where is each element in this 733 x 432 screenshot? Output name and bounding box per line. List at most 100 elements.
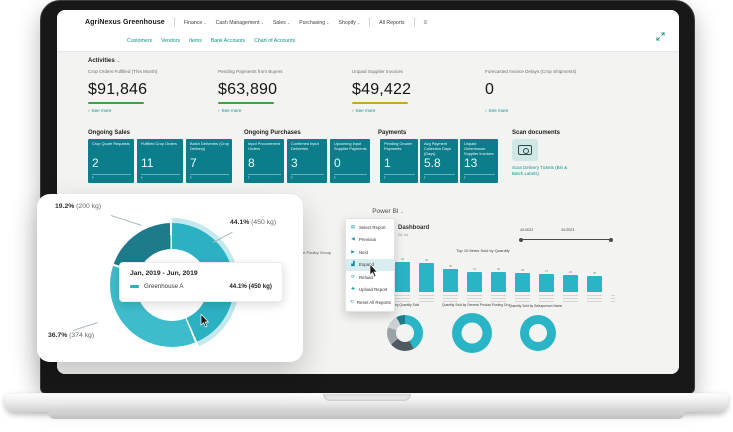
callout-19-2: 19.2% (200 kg) <box>55 203 102 210</box>
chevron-down-icon: ⌄ <box>260 19 264 25</box>
tooltip-title: Jan, 2019 - Jun, 2019 <box>130 270 198 277</box>
bar-chart-title: Top 10 Items Sold by Quantity <box>456 248 510 253</box>
see-more-link[interactable]: › See more <box>352 108 376 113</box>
expand-diagonal-icon[interactable] <box>656 32 665 41</box>
nav-item-shopify[interactable]: Shopify ⌄ <box>338 19 361 26</box>
card-unpaid-greenhouse-supplier-invoices[interactable]: Unpaid Greenhouse Supplier Invoices 13 › <box>460 139 498 183</box>
see-more-link[interactable]: › See more <box>88 108 112 113</box>
mouse-cursor <box>369 264 379 278</box>
bar: 27 <box>539 269 554 292</box>
bar-value-label: 31 <box>472 266 477 271</box>
nav-item-purchasing[interactable]: Purchasing ⌄ <box>299 19 330 26</box>
laptop-base <box>5 393 728 412</box>
nav-item-cash-management[interactable]: Cash Management ⌄ <box>215 19 264 26</box>
donut-hole <box>461 322 483 344</box>
kpi-underline <box>352 102 408 104</box>
bar: 45 <box>419 258 434 292</box>
bar-value-label: 29 <box>520 268 525 273</box>
scan-documents-button[interactable] <box>512 139 538 161</box>
bar: 31 <box>467 267 482 292</box>
menu-item-reset-all-reports[interactable]: ⟲ Reset All Reports <box>350 298 391 305</box>
bar: 25 <box>587 271 602 292</box>
card-upcoming-input-supplier-payments[interactable]: Upcoming Input Supplier Payments 0 › <box>330 139 370 183</box>
sub-nav-items[interactable]: Items <box>189 38 202 44</box>
kpi-underline <box>88 102 144 104</box>
card-crop-quote-requests[interactable]: Crop Quote Requests 2 › <box>88 139 134 183</box>
bar-value-label: 26 <box>568 270 573 274</box>
callout-line <box>72 321 98 331</box>
donut-tooltip: Jan, 2019 - Jun, 2019 Greenhouse A 44.1%… <box>119 262 283 302</box>
card-avg-payment-collection-days[interactable]: Avg Payment Collection Days (Days) 5.8 › <box>420 139 458 183</box>
menu-item-reload[interactable]: ⟳ Reload <box>351 273 373 280</box>
card-batch-deliveries[interactable]: Batch Deliveries (Crop Delivery) 7 › <box>186 139 232 183</box>
nav-item-all-reports[interactable]: All Reports <box>379 19 405 26</box>
chevron-right-icon: › <box>248 174 281 181</box>
bar: 26 <box>563 270 578 292</box>
chevron-right-icon: › <box>464 174 495 181</box>
sub-nav-chart-of-accounts[interactable]: Chart of Accounts <box>254 38 296 44</box>
kpi-pending-payments: Pending Payments from Buyers $63,890 › Se… <box>218 69 344 113</box>
divider <box>369 18 371 27</box>
bar-value-label: 27 <box>544 269 549 274</box>
divider <box>173 18 175 27</box>
sub-nav-vendors[interactable]: Vendors <box>161 38 181 44</box>
kpi-value: $63,890 <box>218 81 278 98</box>
see-more-link[interactable]: › See more <box>485 108 509 113</box>
callout-line <box>110 215 142 226</box>
chevron-right-icon: › <box>88 108 90 113</box>
ongoing-sales-heading: Ongoing Sales <box>88 130 131 136</box>
upload-icon: ✚ <box>351 286 355 292</box>
activities-heading[interactable]: Activities ⌄ <box>88 58 121 64</box>
chevron-right-icon: › <box>141 174 180 181</box>
nav-item-finance[interactable]: Finance ⌄ <box>183 19 207 26</box>
date-range-end: 4/1/2023 <box>561 228 575 232</box>
mini-donut-title-2: Quantity Sold by General Product Posting… <box>442 303 513 307</box>
scan-delivery-tickets-link[interactable]: Scan Delivery Tickets (Bin & Batch Label… <box>512 165 568 176</box>
menu-item-upload-report[interactable]: ✚ Upload Report <box>351 286 388 293</box>
kpi-forecasted-invoice-delays: Forecasted Invoice Delays (Crop Shipment… <box>485 69 611 113</box>
card-confirmed-input-deliveries[interactable]: Confirmed Input Deliveries 3 › <box>287 139 327 183</box>
chevron-right-icon: › <box>92 174 131 181</box>
report-clipped-text: e Poultry Group <box>303 250 332 255</box>
previous-icon: ◀ <box>351 236 355 242</box>
dashboard-content: Activities ⌄ Crop Orders Fulfilled (This … <box>57 52 679 374</box>
date-range-slider[interactable] <box>519 237 613 242</box>
date-range-start: 4/1/2022 <box>520 228 534 232</box>
sub-nav-bank-accounts[interactable]: Bank Accounts <box>210 38 246 44</box>
chevron-right-icon: › <box>485 108 487 113</box>
series-swatch <box>130 285 139 288</box>
bar: 36 <box>443 264 458 292</box>
powerbi-dropdown-toggle[interactable]: Power BI ⌄ <box>372 208 404 215</box>
callout-44-1: 44.1% (450 kg) <box>230 219 277 226</box>
chevron-right-icon: › <box>424 174 455 181</box>
bar-axis-labels <box>395 295 615 302</box>
hamburger-icon[interactable]: ≡ <box>423 19 428 26</box>
menu-item-select-report[interactable]: ▤ Select Report <box>350 223 386 230</box>
card-fulfilled-crop-orders[interactable]: Fulfilled Crop Orders 11 › <box>137 139 183 183</box>
see-more-link[interactable]: › See more <box>218 108 242 113</box>
nav-item-sales[interactable]: Sales ⌄ <box>272 19 291 26</box>
series-value: 44.1% (450 kg) <box>229 283 272 290</box>
report-icon: ▤ <box>350 223 356 229</box>
bar-value-label: 45 <box>424 257 429 262</box>
menu-item-next[interactable]: ▶ Next <box>351 248 369 255</box>
chevron-down-icon: ⌄ <box>356 19 361 25</box>
kpi-crop-orders-fulfilled: Crop Orders Fulfilled (This Month) $91,8… <box>88 69 214 113</box>
app-title: AgriNexus Greenhouse <box>85 19 165 26</box>
series-name: Greenhouse A <box>144 283 184 290</box>
chevron-down-icon: ⌄ <box>116 58 121 63</box>
report-subtitle: SA, Inc <box>398 233 409 237</box>
card-pending-grower-payments[interactable]: Pending Grower Payments 1 › <box>380 139 418 183</box>
bar-value-label: 30 <box>496 267 501 272</box>
bar-value-label: 25 <box>592 270 597 275</box>
card-input-procurement-orders[interactable]: Input Procurement Orders 8 › <box>244 139 284 183</box>
bar: 29 <box>515 268 530 292</box>
chevron-right-icon: › <box>334 174 367 181</box>
reload-icon: ⟳ <box>351 273 355 279</box>
chevron-right-icon: › <box>384 174 415 181</box>
sub-nav-customers[interactable]: Customers <box>127 38 153 44</box>
chevron-down-icon: ⌄ <box>400 209 404 214</box>
chevron-down-icon: ⌄ <box>203 19 207 25</box>
menu-item-previous[interactable]: ◀ Previous <box>351 236 377 243</box>
nav-secondary-row: Customers Vendors Items Bank Accounts Ch… <box>127 38 295 44</box>
